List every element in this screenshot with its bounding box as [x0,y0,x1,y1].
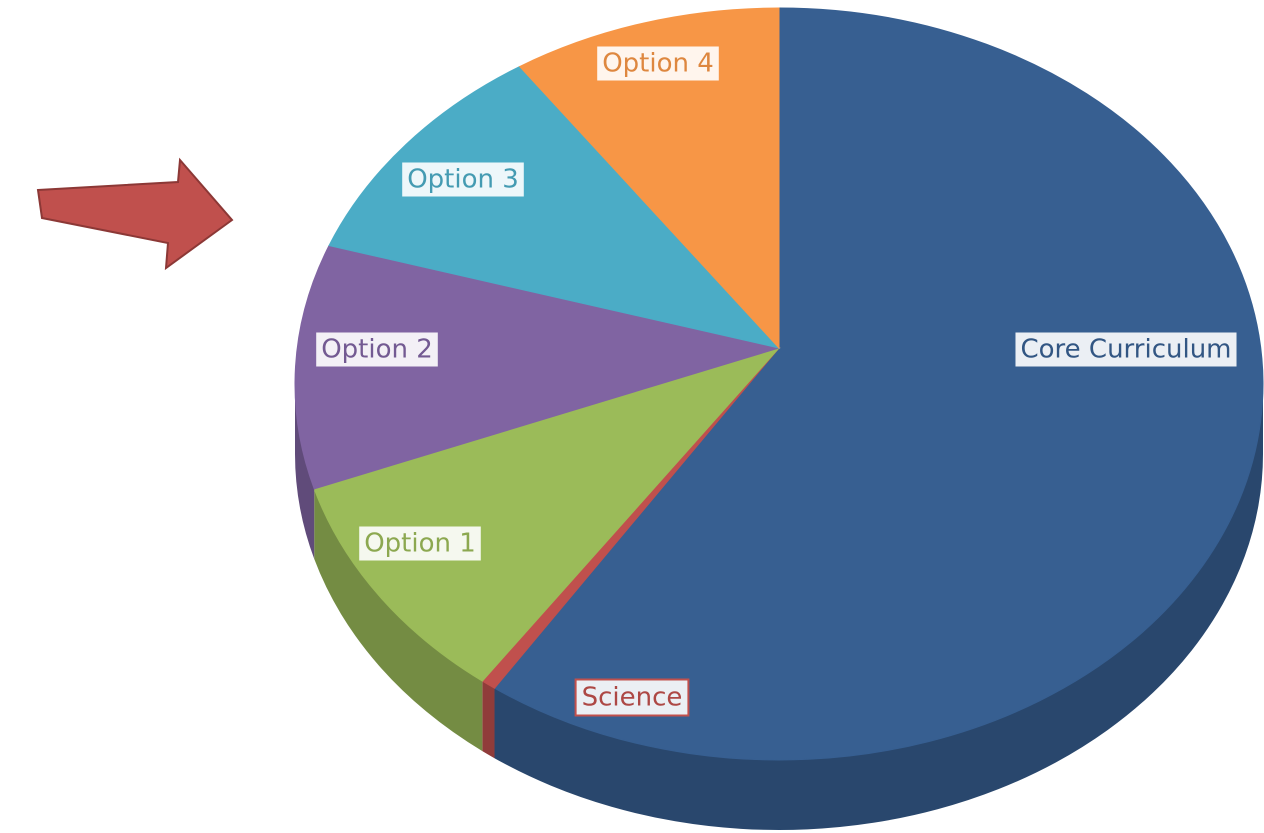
slice-label: Core Curriculum [1020,335,1231,365]
slice-side [314,488,483,752]
slice-top [294,245,781,490]
slice-side [295,384,315,559]
slice-label: Option 4 [602,49,714,79]
label-box [400,160,526,199]
label-box [595,44,721,83]
slice-top [328,65,781,349]
arrow [36,157,234,271]
slice-top [313,347,781,682]
slice-label: Option 1 [364,529,476,559]
slice-label: Option 3 [407,165,519,195]
slice-side [482,681,495,759]
pie-slice [518,7,780,350]
pie-slice [294,245,781,559]
slice-top [518,7,780,350]
pie-slice [313,347,781,752]
slice-side [494,384,1263,830]
slice-top [493,7,1264,761]
label-box [314,330,440,369]
label-box [1013,330,1239,369]
pie-slice [328,65,781,349]
label-box [574,678,690,717]
label-box [357,524,483,563]
slice-label: Science [582,683,683,713]
slice-label: Option 2 [321,335,433,365]
pie-slice [493,7,1264,830]
